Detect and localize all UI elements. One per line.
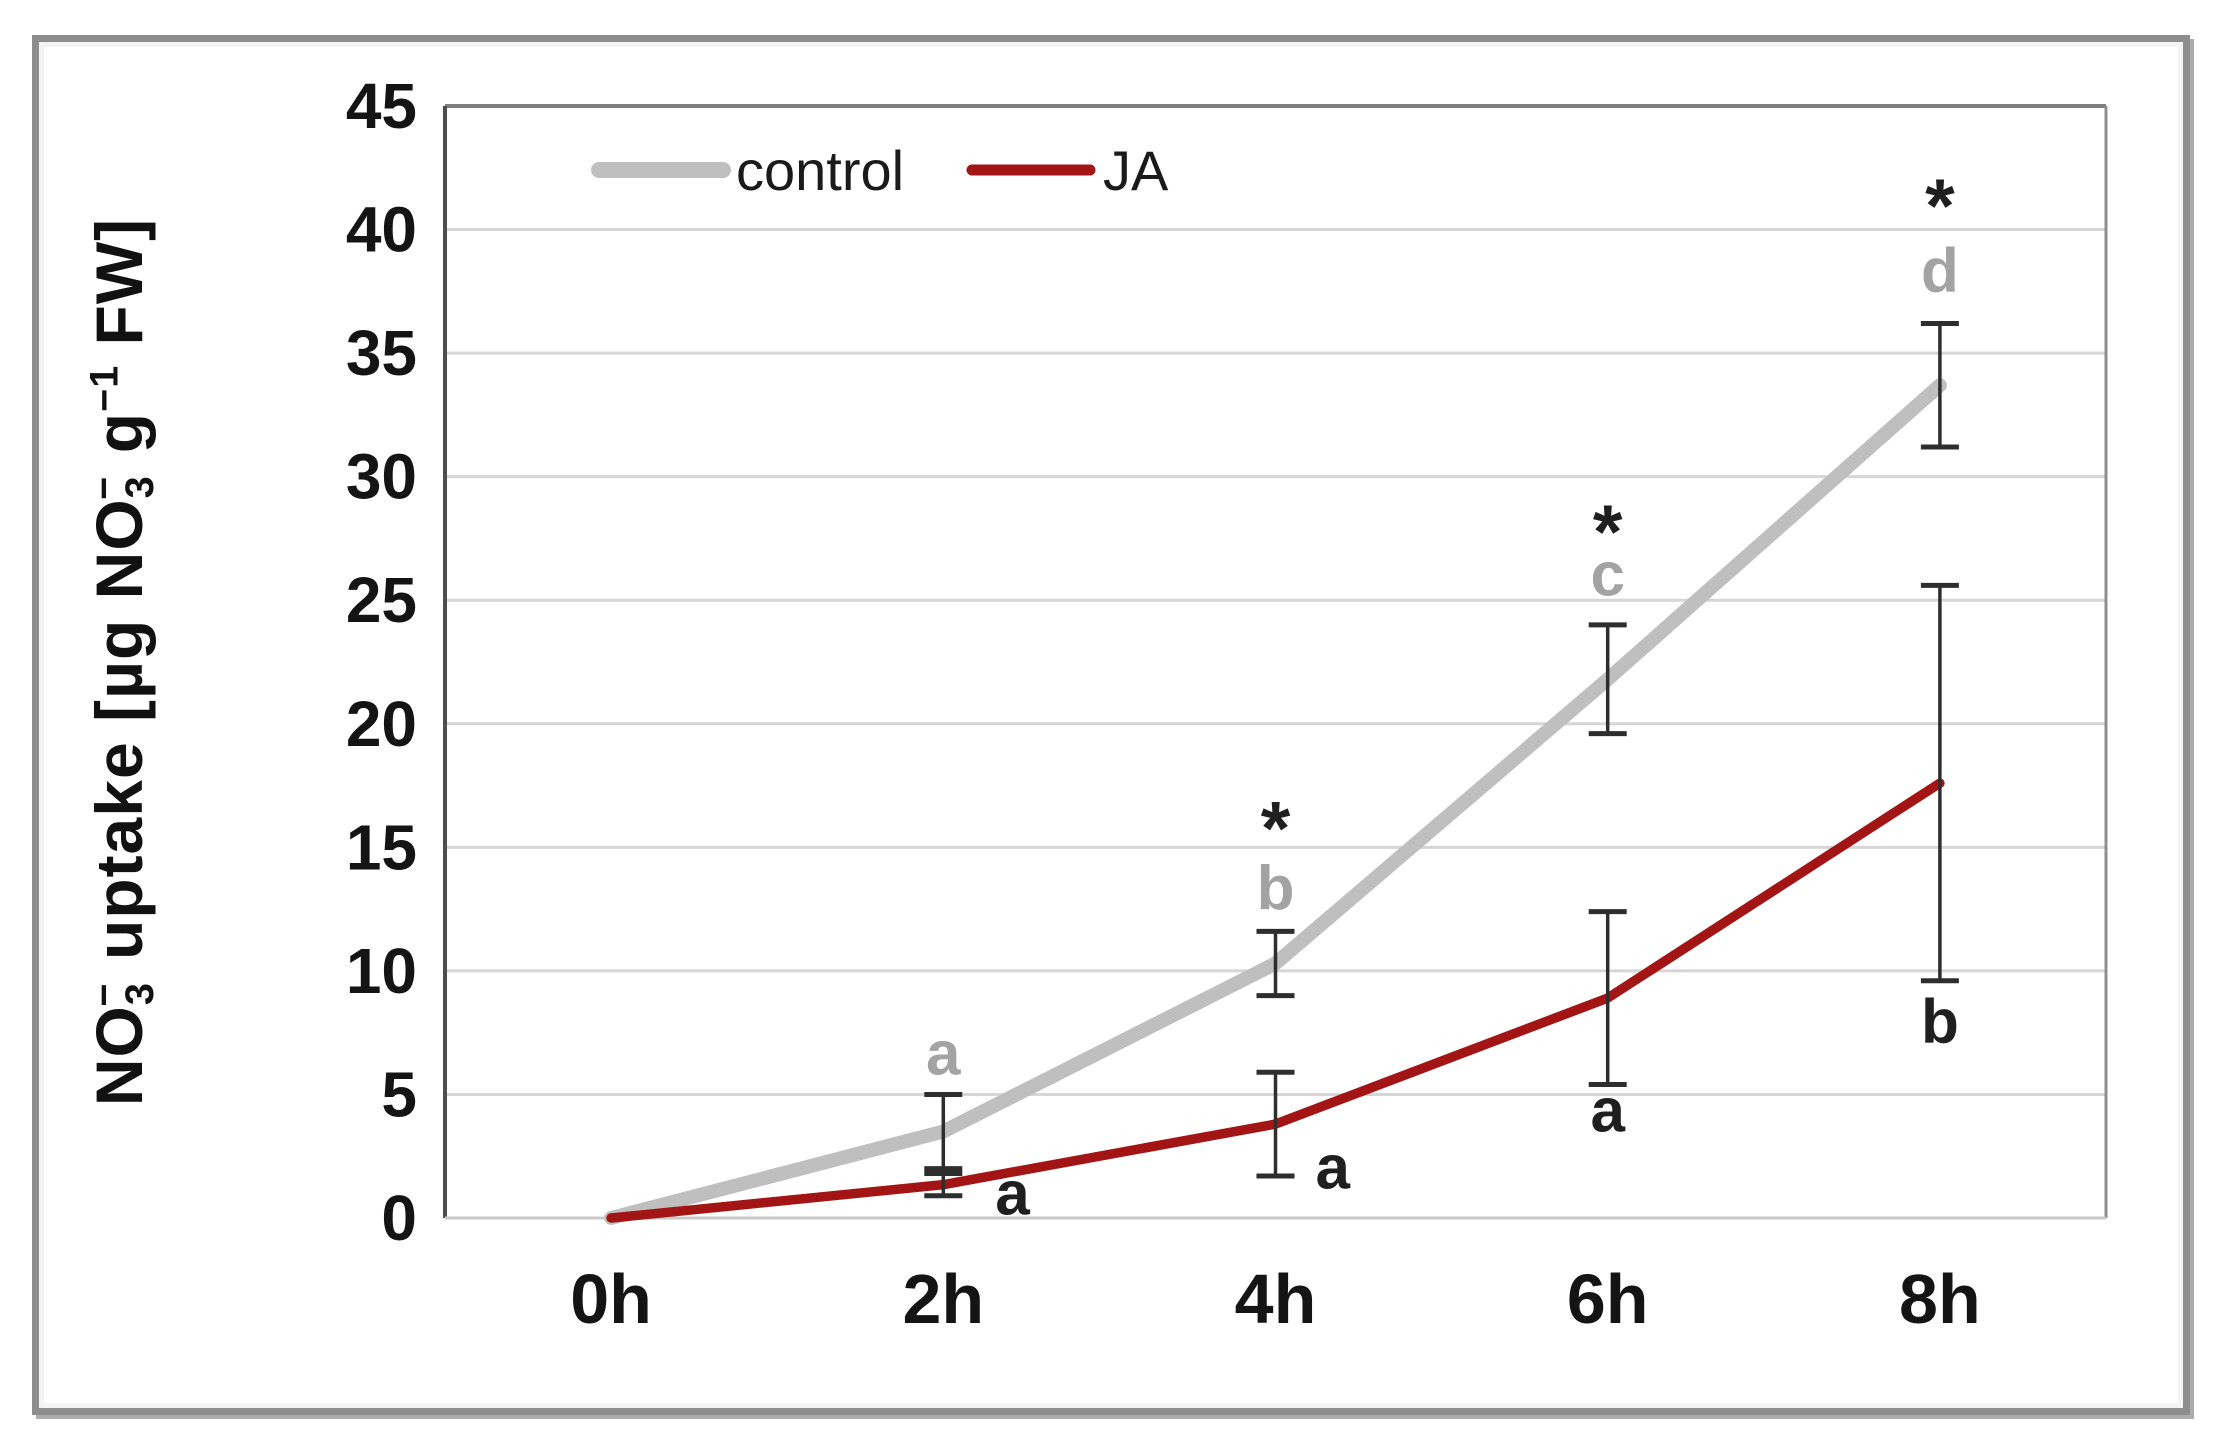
y-tick-label: 40 — [346, 194, 417, 266]
y-tick-label: 45 — [346, 70, 417, 142]
y-tick-label: 5 — [381, 1058, 417, 1130]
plot-borders — [443, 104, 2108, 1220]
y-tick-label: 0 — [381, 1182, 417, 1254]
annotation-letter: a — [1316, 1133, 1351, 1202]
annotation-asterisk: * — [1925, 164, 1955, 249]
legend: control JA — [591, 139, 1169, 202]
annotation-letter: a — [926, 1020, 961, 1089]
annotation-letter: d — [1921, 236, 1959, 305]
legend-label-control: control — [736, 139, 904, 202]
annotation-letter: b — [1257, 854, 1295, 923]
y-tick-label: 20 — [346, 688, 417, 760]
y-tick-label: 25 — [346, 564, 417, 636]
y-axis-tick-labels: 0 5 10 15 20 25 30 35 40 45 — [346, 70, 417, 1254]
error-bar-ja-6h — [1588, 909, 1627, 1088]
x-tick-label: 4h — [1235, 1260, 1317, 1338]
annotation-asterisk: * — [1261, 787, 1291, 872]
error-bar-control-2h — [924, 1091, 963, 1172]
error-bar-ja-8h — [1920, 582, 1959, 984]
error-bar-control-6h — [1588, 622, 1627, 737]
annotations: aa*ba*ca*db — [926, 164, 1959, 1228]
x-tick-label: 0h — [570, 1260, 652, 1338]
x-tick-label: 6h — [1567, 1260, 1649, 1338]
annotation-letter: a — [1590, 1077, 1625, 1146]
x-tick-label: 8h — [1899, 1260, 1981, 1338]
y-tick-label: 30 — [346, 441, 417, 513]
annotation-letter: a — [995, 1159, 1030, 1228]
x-tick-label: 2h — [902, 1260, 984, 1338]
y-tick-label: 10 — [346, 935, 417, 1007]
error-bar-control-4h — [1256, 928, 1295, 999]
error-bar-ja-2h — [924, 1171, 963, 1199]
x-axis-tick-labels: 0h 2h 4h 6h 8h — [570, 1260, 1981, 1338]
annotation-letter: b — [1921, 988, 1959, 1057]
error-bar-control-8h — [1920, 320, 1959, 450]
error-bar-ja-4h — [1256, 1069, 1295, 1179]
error-bars — [924, 320, 1959, 1199]
annotation-asterisk: * — [1593, 490, 1623, 575]
y-tick-label: 35 — [346, 317, 417, 389]
annotation-letter: c — [1590, 540, 1624, 609]
y-tick-label: 15 — [346, 811, 417, 883]
legend-label-ja: JA — [1103, 139, 1169, 202]
